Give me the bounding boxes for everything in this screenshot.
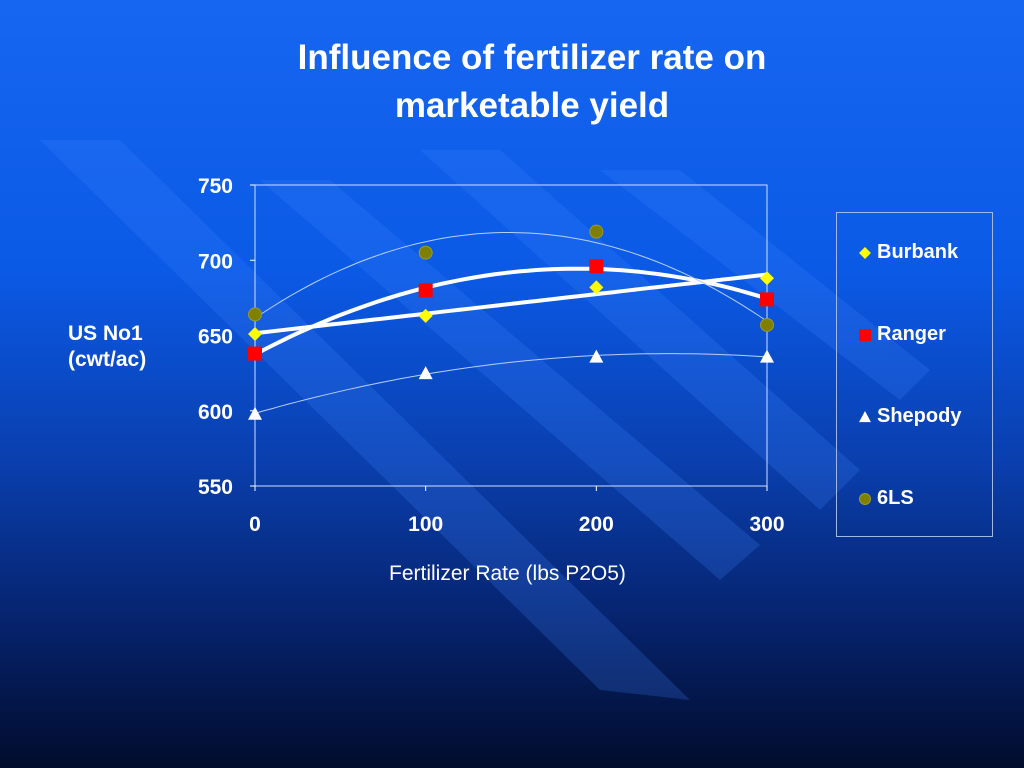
legend-item-6ls: 6LS [857, 487, 914, 510]
data-point-burbank [248, 326, 262, 341]
legend-marker [859, 246, 871, 259]
legend-item-shepody: Shepody [857, 405, 961, 428]
legend-marker-triangle-icon [859, 410, 871, 422]
data-point-burbank [760, 271, 774, 286]
x-tick-label: 100 [408, 513, 443, 536]
y-tick-label: 550 [198, 476, 233, 499]
data-point-shepody [418, 366, 433, 380]
data-point-ranger [418, 283, 433, 298]
y-tick-label: 700 [198, 250, 233, 273]
data-point-shepody [248, 406, 262, 420]
data-point-shepody [760, 349, 774, 363]
trendline-shepody [254, 353, 768, 414]
legend-marker [859, 410, 871, 422]
legend-label: Burbank [877, 241, 959, 263]
data-point-burbank [589, 280, 604, 295]
data-point-6ls [248, 307, 262, 322]
data-point-shepody [589, 349, 604, 363]
legend-marker-circle-icon [858, 492, 872, 505]
y-tick-label: 600 [198, 401, 233, 424]
legend-marker [859, 328, 871, 341]
data-point-ranger [589, 259, 604, 274]
legend-marker [858, 492, 872, 505]
data-point-burbank [418, 308, 433, 323]
data-point-6ls [589, 224, 604, 239]
x-tick-label: 0 [249, 513, 261, 536]
data-point-ranger [248, 346, 262, 361]
y-axis-label: US No1 (cwt/ac) [68, 322, 147, 371]
legend-marker-square-icon [859, 328, 871, 341]
legend-item-burbank: Burbank [857, 241, 958, 264]
data-point-ranger [760, 292, 774, 307]
legend-label: Shepody [877, 405, 962, 427]
trendline-burbank [254, 272, 768, 336]
legend-marker-diamond-icon [859, 246, 871, 259]
legend-item-ranger: Ranger [857, 323, 946, 346]
legend-label: 6LS [877, 487, 914, 509]
data-point-6ls [418, 245, 433, 260]
plot-border [254, 184, 768, 487]
legend-label: Ranger [877, 323, 946, 345]
x-tick-label: 300 [749, 513, 784, 536]
y-tick-label: 750 [198, 175, 233, 198]
legend: Burbank Ranger Shepody 6LS [836, 212, 993, 537]
y-tick-label: 650 [198, 326, 233, 349]
data-point-6ls [760, 317, 774, 332]
x-axis-label: Fertilizer Rate (lbs P2O5) [389, 562, 626, 585]
x-tick-label: 200 [579, 513, 614, 536]
trendline-ranger [254, 266, 768, 357]
trendline-6ls [254, 232, 768, 322]
chart-title: Influence of fertilizer rate on marketab… [297, 38, 767, 125]
